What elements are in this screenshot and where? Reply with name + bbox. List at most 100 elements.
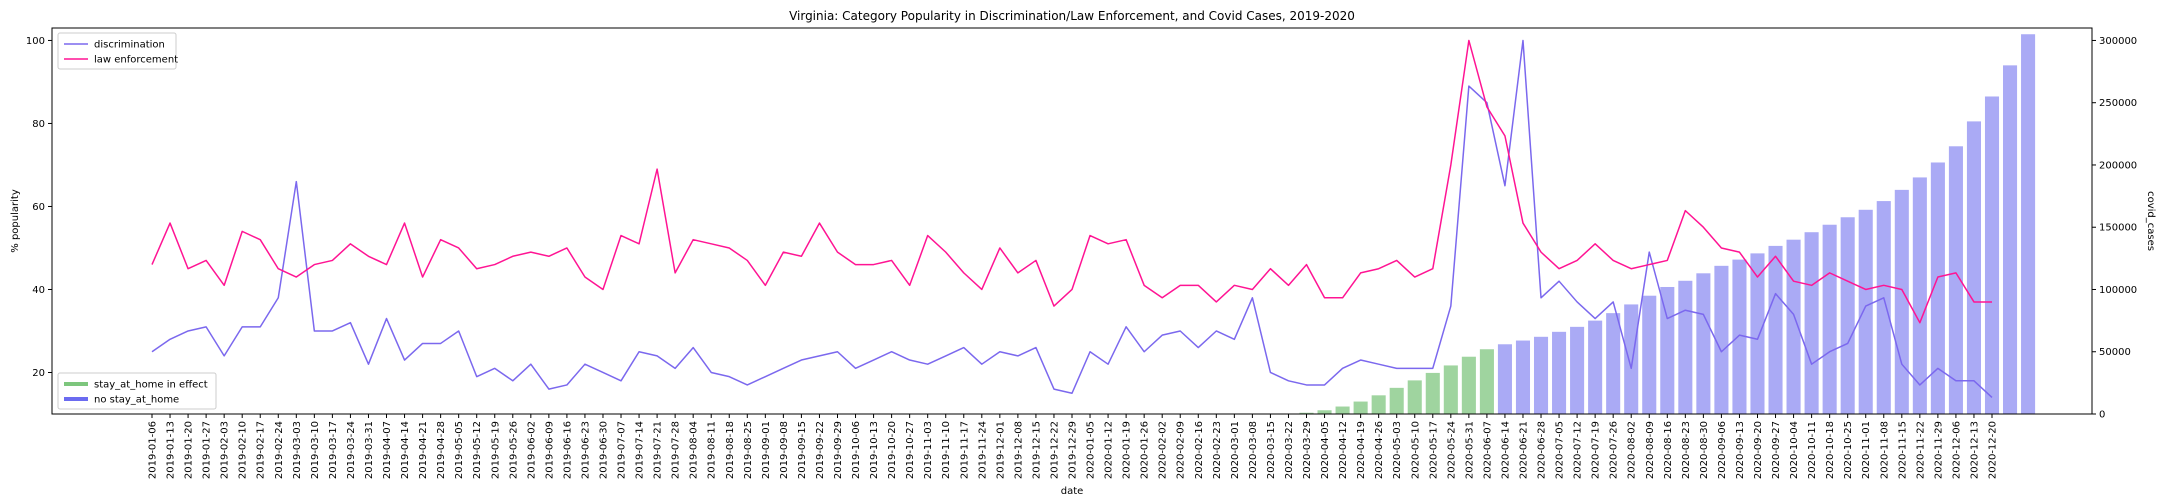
x-tick-label: 2019-08-11 <box>707 421 718 479</box>
x-tick-label: 2019-09-08 <box>779 421 790 479</box>
x-tick-label: 2019-12-08 <box>1013 421 1024 479</box>
x-tick-label: 2020-01-12 <box>1104 421 1115 479</box>
covid-bar <box>1858 209 1873 414</box>
x-tick-label: 2019-07-21 <box>653 421 664 479</box>
lines-layer <box>151 39 1993 398</box>
x-tick-label: 2019-04-21 <box>418 421 429 479</box>
y2-tick-label: 0 <box>2099 410 2105 421</box>
covid-bar <box>1822 224 1837 414</box>
x-tick-label: 2019-03-03 <box>292 421 303 479</box>
series-line-law-enforcement <box>151 39 1992 324</box>
covid-bar <box>1443 365 1458 414</box>
x-tick-label: 2020-10-04 <box>1789 421 1800 479</box>
x-tick-label: 2020-11-01 <box>1861 421 1872 479</box>
covid-bar <box>1317 410 1332 414</box>
covid-bar <box>2003 65 2018 414</box>
x-tick-label: 2019-10-13 <box>869 421 880 479</box>
y2-tick-label: 200000 <box>2099 160 2137 171</box>
covid-bar <box>1588 320 1603 414</box>
x-tick-label: 2019-03-17 <box>328 421 339 479</box>
legend-item-label: law enforcement <box>94 55 178 66</box>
x-tick-label: 2019-12-15 <box>1031 421 1042 479</box>
x-tick-label: 2020-09-27 <box>1771 421 1782 479</box>
x-tick-label: 2019-11-10 <box>941 421 952 479</box>
covid-bar <box>1660 286 1675 414</box>
series-line-discrimination <box>151 39 1993 398</box>
y-axis-left: 20 40 60 80 100 <box>26 36 52 379</box>
covid-bar <box>1894 189 1909 414</box>
x-tick-label: 2019-06-30 <box>598 421 609 479</box>
x-tick-label: 2019-04-28 <box>436 421 447 479</box>
x-tick-label: 2019-09-29 <box>833 421 844 479</box>
x-tick-label: 2019-07-14 <box>635 421 646 479</box>
x-axis-label: date <box>1061 486 1084 497</box>
x-tick-label: 2020-05-17 <box>1428 421 1439 479</box>
legend-bars-box <box>57 372 217 410</box>
x-tick-label: 2020-08-30 <box>1699 421 1710 479</box>
x-tick-label: 2020-03-01 <box>1230 421 1241 479</box>
x-tick-label: 2020-12-06 <box>1951 421 1962 479</box>
x-tick-label: 2020-04-19 <box>1356 421 1367 479</box>
x-axis: 2019-01-06 2019-01-13 2019-01-20 2019-01-27… <box>148 414 1999 479</box>
x-tick-label: 2020-09-13 <box>1735 421 1746 479</box>
covid-bar <box>1371 395 1386 414</box>
x-tick-label: 2019-02-24 <box>274 421 285 479</box>
x-tick-label: 2019-01-27 <box>202 421 213 479</box>
covid-bar <box>1461 356 1476 414</box>
x-tick-label: 2020-11-22 <box>1915 421 1926 479</box>
x-tick-label: 2020-05-10 <box>1410 421 1421 479</box>
x-tick-label: 2020-04-12 <box>1338 421 1349 479</box>
covid-bar <box>1912 177 1927 414</box>
x-tick-label: 2019-11-03 <box>923 421 934 479</box>
x-tick-label: 2020-04-26 <box>1374 421 1385 479</box>
x-tick-label: 2019-06-16 <box>562 421 573 479</box>
x-tick-label: 2019-05-12 <box>472 421 483 479</box>
bars-layer <box>1299 34 2036 415</box>
x-tick-label: 2019-12-29 <box>1068 421 1079 479</box>
x-tick-label: 2019-01-06 <box>148 421 159 479</box>
x-tick-label: 2020-12-13 <box>1969 421 1980 479</box>
x-tick-label: 2019-11-17 <box>959 421 970 479</box>
x-tick-label: 2019-04-14 <box>400 421 411 479</box>
covid-bar <box>1479 349 1494 414</box>
x-tick-label: 2020-02-23 <box>1212 421 1223 479</box>
x-tick-label: 2020-11-08 <box>1879 421 1890 479</box>
x-tick-label: 2019-03-10 <box>310 421 321 479</box>
x-tick-label: 2020-09-06 <box>1717 421 1728 479</box>
legend-bars: stay_at_home in effect no stay_at_home <box>57 372 217 410</box>
x-tick-label: 2020-05-03 <box>1392 421 1403 479</box>
x-tick-label: 2019-09-01 <box>761 421 772 479</box>
covid-bar <box>1732 259 1747 414</box>
covid-bar <box>1876 201 1891 414</box>
y2-tick-label: 250000 <box>2099 98 2137 109</box>
x-tick-label: 2019-05-05 <box>454 421 465 479</box>
x-tick-label: 2020-03-15 <box>1266 421 1277 479</box>
y-tick-label: 20 <box>32 368 45 379</box>
covid-bar <box>1642 295 1657 414</box>
x-tick-label: 2020-05-31 <box>1464 421 1475 479</box>
x-tick-label: 2019-07-07 <box>617 421 628 479</box>
x-tick-label: 2019-08-25 <box>743 421 754 479</box>
y2-tick-label: 300000 <box>2099 36 2137 47</box>
covid-bar <box>1353 401 1368 414</box>
x-tick-label: 2020-06-14 <box>1500 421 1511 479</box>
x-tick-label: 2020-11-29 <box>1933 421 1944 479</box>
covid-bar <box>1515 340 1531 414</box>
x-tick-label: 2020-06-21 <box>1518 421 1529 479</box>
x-tick-label: 2019-05-19 <box>490 421 501 479</box>
x-tick-label: 2020-03-08 <box>1248 421 1259 479</box>
x-tick-label: 2019-02-10 <box>238 421 249 479</box>
x-tick-label: 2019-06-02 <box>526 421 537 479</box>
x-tick-label: 2020-07-26 <box>1609 421 1620 479</box>
covid-bar <box>1804 232 1819 414</box>
covid-bar <box>1497 344 1512 414</box>
x-tick-label: 2020-07-05 <box>1555 421 1566 479</box>
x-tick-label: 2019-03-31 <box>364 421 375 479</box>
x-tick-label: 2019-07-28 <box>671 421 682 479</box>
covid-bar <box>1840 217 1855 414</box>
legend-item-label: discrimination <box>94 40 165 51</box>
covid-bar <box>1606 313 1621 414</box>
x-tick-label: 2019-12-01 <box>995 421 1006 479</box>
x-tick-label: 2020-10-18 <box>1825 421 1836 479</box>
y-tick-label: 100 <box>26 36 45 47</box>
